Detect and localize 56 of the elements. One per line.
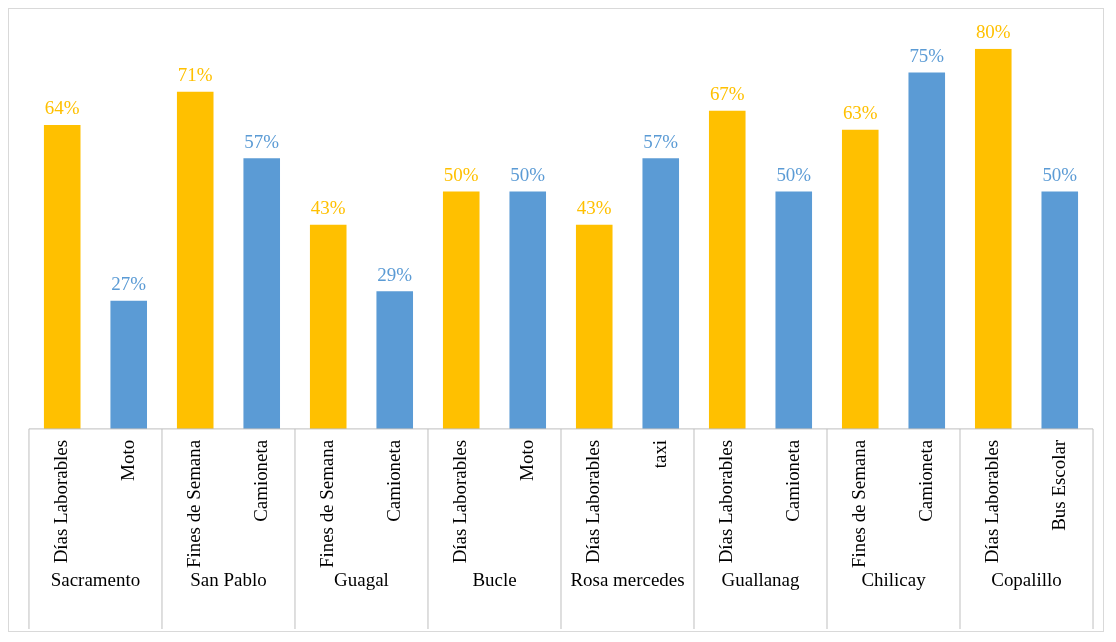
x-tick-label: Moto <box>515 439 537 481</box>
data-label: 29% <box>377 263 413 285</box>
text: Rosa mercedes <box>570 569 685 591</box>
text: Sacramento <box>50 569 141 591</box>
data-label: 71% <box>177 64 213 86</box>
bar <box>176 91 214 429</box>
text: Copalillo <box>991 569 1062 591</box>
x-tick-label: Fines de Semana <box>316 439 338 569</box>
data-label: 63% <box>842 102 878 124</box>
x-tick-label: Bus Escolar <box>1047 439 1069 531</box>
bar <box>442 191 480 429</box>
x-tick-label: Días Laborables <box>449 439 471 564</box>
x-tick-label: Días Laborables <box>715 439 737 564</box>
bar <box>642 158 680 429</box>
bar <box>708 110 746 429</box>
x-tick-label: Días Laborables <box>50 439 72 564</box>
x-tick-label: Días Laborables <box>981 439 1003 564</box>
text: San Pablo <box>190 569 267 591</box>
bar <box>110 300 148 429</box>
data-label: 50% <box>1042 163 1078 185</box>
data-label: 57% <box>244 130 280 152</box>
data-label: 75% <box>909 45 945 67</box>
bar <box>243 158 281 429</box>
data-label: 43% <box>576 197 612 219</box>
bar <box>775 191 813 429</box>
x-tick-label: Moto <box>116 439 138 481</box>
x-tick-label: Camioneta <box>249 439 271 522</box>
bar <box>1041 191 1079 429</box>
x-tick-label: Camioneta <box>781 439 803 522</box>
x-tick-label: Días Laborables <box>582 439 604 564</box>
bar <box>43 124 81 429</box>
data-label: 27% <box>111 273 147 295</box>
bar <box>974 48 1012 429</box>
data-label: 57% <box>643 130 679 152</box>
bar <box>509 191 547 429</box>
text: Bucle <box>472 569 517 591</box>
x-tick-label: Fines de Semana <box>848 439 870 569</box>
text: Guallanag <box>721 569 800 591</box>
data-label: 50% <box>776 163 812 185</box>
bar <box>908 72 946 429</box>
text: Chilicay <box>861 569 927 591</box>
x-tick-label: taxi <box>648 439 670 469</box>
x-tick-label: Camioneta <box>382 439 404 522</box>
bar <box>841 129 879 429</box>
data-label: 67% <box>709 83 745 105</box>
data-label: 80% <box>975 21 1011 43</box>
bar <box>575 224 613 429</box>
x-tick-label: Camioneta <box>914 439 936 522</box>
data-label: 64% <box>44 97 80 119</box>
x-tick-label: Fines de Semana <box>183 439 205 569</box>
bar <box>376 291 414 429</box>
text: Guagal <box>334 569 389 591</box>
data-label: 50% <box>443 163 479 185</box>
data-label: 43% <box>310 197 346 219</box>
bar <box>309 224 347 429</box>
data-label: 50% <box>510 163 546 185</box>
